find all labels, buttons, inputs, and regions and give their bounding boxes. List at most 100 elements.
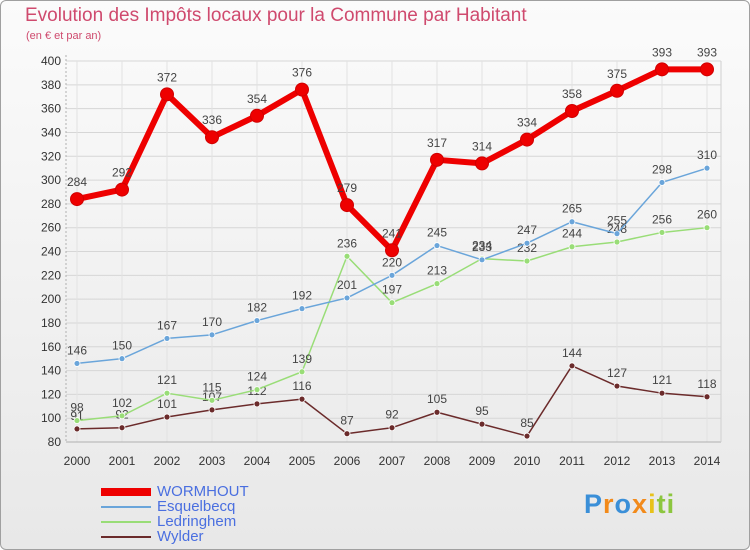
data-point-ledringhem: [433, 280, 441, 288]
data-point-ledringhem: [253, 386, 261, 394]
y-tick-label: 120: [41, 387, 61, 401]
y-tick-label: 380: [41, 78, 61, 92]
y-tick-label: 140: [41, 364, 61, 378]
legend-label: Esquelbecq: [157, 498, 236, 515]
data-label-wylder: 107: [202, 390, 222, 404]
legend-swatch: [101, 521, 151, 523]
data-label-wormhout: 334: [517, 116, 537, 130]
data-point-esquelbecq: [433, 242, 441, 249]
data-label-wylder: 127: [607, 366, 627, 380]
data-point-wylder: [388, 424, 396, 432]
y-tick-label: 240: [41, 245, 61, 259]
data-point-ledringhem: [658, 229, 666, 236]
x-tick-label: 2004: [244, 454, 271, 468]
data-point-esquelbecq: [73, 360, 81, 367]
data-point-wormhout: [655, 62, 669, 77]
data-label-wormhout: 336: [202, 113, 222, 127]
data-label-esquelbecq: 220: [382, 255, 402, 269]
data-label-wylder: 85: [520, 416, 534, 430]
x-tick-label: 2003: [199, 454, 226, 468]
data-label-wormhout: 314: [472, 139, 492, 153]
data-label-esquelbecq: 310: [697, 148, 717, 162]
data-label-esquelbecq: 192: [292, 289, 312, 303]
data-point-ledringhem: [523, 257, 531, 265]
y-tick-label: 260: [41, 221, 61, 235]
data-label-esquelbecq: 146: [67, 343, 87, 357]
data-point-wylder: [523, 432, 531, 440]
data-label-esquelbecq: 201: [337, 278, 357, 292]
data-point-esquelbecq: [208, 331, 216, 339]
data-label-wormhout: 393: [697, 45, 717, 59]
y-tick-label: 160: [41, 340, 61, 354]
y-tick-label: 300: [41, 173, 61, 187]
x-tick-label: 2001: [109, 454, 136, 468]
x-tick-label: 2010: [514, 454, 541, 468]
y-tick-label: 100: [41, 411, 61, 425]
data-point-wormhout: [340, 198, 354, 213]
data-point-wylder: [163, 413, 171, 421]
data-point-wormhout: [385, 243, 399, 258]
data-label-wormhout: 279: [337, 181, 357, 195]
data-label-wormhout: 376: [292, 66, 312, 80]
x-tick-label: 2008: [424, 454, 451, 468]
data-point-ledringhem: [208, 396, 216, 404]
data-label-ledringhem: 102: [112, 396, 132, 410]
data-label-wylder: 91: [70, 409, 84, 423]
x-tick-label: 2006: [334, 454, 361, 468]
y-tick-label: 80: [48, 435, 62, 449]
data-point-wormhout: [160, 87, 174, 102]
data-label-esquelbecq: 182: [247, 301, 267, 315]
y-tick-label: 180: [41, 316, 61, 330]
data-label-wylder: 105: [427, 392, 447, 406]
data-point-esquelbecq: [658, 179, 666, 186]
data-point-ledringhem: [118, 412, 126, 420]
data-label-wylder: 118: [697, 377, 716, 391]
data-label-wylder: 144: [562, 346, 582, 360]
data-label-wylder: 116: [292, 379, 311, 393]
data-point-wylder: [658, 389, 666, 397]
data-point-wormhout: [115, 182, 129, 197]
data-point-wylder: [703, 393, 711, 401]
data-point-ledringhem: [568, 243, 576, 251]
data-label-ledringhem: 139: [292, 352, 312, 366]
data-point-wormhout: [430, 152, 444, 167]
x-tick-label: 2009: [469, 454, 496, 468]
data-point-esquelbecq: [163, 335, 171, 342]
legend-label: WORMHOUT: [157, 483, 249, 500]
legend-label: Ledringhem: [157, 513, 237, 530]
data-label-wormhout: 317: [427, 136, 447, 150]
data-label-wormhout: 354: [247, 92, 267, 106]
data-label-wormhout: 241: [382, 226, 402, 240]
x-tick-label: 2005: [289, 454, 316, 468]
proxiti-logo: Proxiti: [584, 489, 676, 519]
data-label-esquelbecq: 233: [472, 240, 492, 254]
legend-label: Wylder: [157, 528, 204, 545]
data-label-ledringhem: 213: [427, 264, 447, 278]
data-point-wylder: [298, 395, 306, 403]
data-point-esquelbecq: [343, 294, 351, 302]
data-point-wormhout: [700, 62, 714, 77]
y-tick-label: 360: [41, 102, 61, 116]
data-point-ledringhem: [73, 417, 81, 424]
x-tick-label: 2007: [379, 454, 406, 468]
y-tick-label: 400: [41, 54, 61, 68]
data-point-wylder: [253, 400, 261, 408]
data-point-esquelbecq: [478, 256, 486, 264]
y-tick-label: 320: [41, 149, 61, 163]
data-label-wylder: 121: [652, 373, 672, 387]
data-label-esquelbecq: 170: [202, 315, 222, 329]
data-point-ledringhem: [703, 224, 711, 232]
data-point-wormhout: [70, 192, 84, 207]
x-tick-label: 2012: [604, 454, 631, 468]
data-label-esquelbecq: 298: [652, 162, 672, 176]
data-point-wylder: [433, 408, 441, 416]
data-label-wylder: 101: [157, 397, 177, 411]
data-point-esquelbecq: [253, 317, 261, 324]
x-tick-label: 2002: [154, 454, 181, 468]
legend-swatch: [101, 536, 151, 538]
data-point-wormhout: [475, 156, 489, 171]
data-label-ledringhem: 236: [337, 236, 357, 250]
data-label-ledringhem: 234: [472, 239, 492, 253]
data-label-esquelbecq: 247: [517, 223, 537, 237]
